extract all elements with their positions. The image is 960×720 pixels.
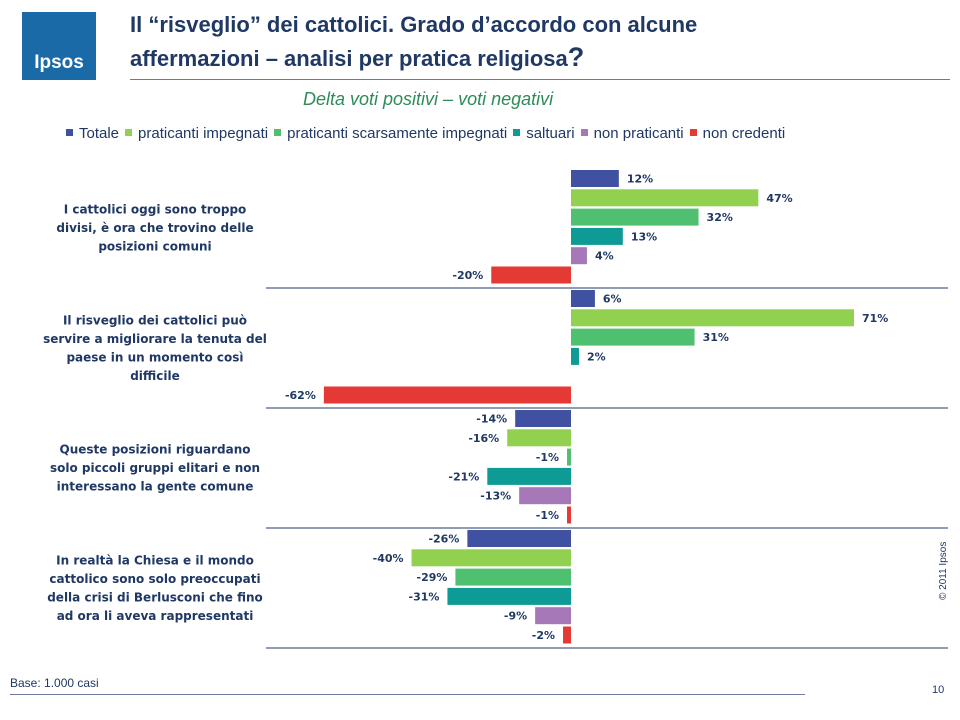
legend-item: praticanti scarsamente impegnati [274,125,507,142]
legend-item: saltuari [513,125,575,142]
bar-praticanti-impegnati [411,549,571,567]
data-label: -1% [536,509,559,522]
bar-praticanti-scarsamente-impegnati [567,448,571,466]
category-label: servire a migliorare la tenuta del [43,332,267,346]
legend-label: non praticanti [593,125,684,142]
legend-item: praticanti impegnati [125,125,268,142]
category-label: cattolico sono solo preoccupati [49,572,260,586]
legend-item: non credenti [689,125,786,142]
category-label: posizioni comuni [98,240,211,254]
bar-Totale [467,530,571,547]
logo-text: Ipsos [34,52,84,73]
legend-swatch [689,129,697,136]
page-number: 10 [932,684,945,696]
data-label: 31% [703,331,729,344]
bar-Totale [515,410,571,427]
legend-label: saltuari [526,125,575,142]
category-label: I cattolici oggi sono troppo [64,203,247,217]
bar-saltuari [487,467,571,485]
bar-Totale [571,290,595,307]
legend-swatch [125,129,133,136]
footer-divider [10,694,805,695]
bar-non-praticanti [571,247,587,265]
bar-praticanti-scarsamente-impegnati [571,208,699,226]
data-label: -14% [476,413,507,426]
footer-base-note: Base: 1.000 casi [10,676,99,690]
bar-non-credenti [567,506,571,524]
data-label: 2% [587,350,606,363]
category-label: della crisi di Berlusconi che fino [47,590,263,604]
title-line-2-text: affermazioni – analisi per pratica relig… [130,46,568,71]
data-label: 4% [595,250,614,263]
category-label: paese in un momento così [66,350,243,364]
data-label: -1% [536,451,559,464]
bar-non-credenti [563,626,571,644]
data-label: -20% [452,269,483,282]
category-label: divisi, è ora che trovino delle [56,221,253,235]
category-label: difficile [130,369,180,383]
data-label: -62% [285,389,316,402]
category-label: Queste posizioni riguardano [60,443,251,457]
data-label: 47% [766,192,792,205]
category-label: ad ora li aveva rappresentati [57,609,254,623]
data-label: -2% [532,629,555,642]
legend-label: praticanti scarsamente impegnati [287,125,508,142]
data-label: 13% [631,230,657,243]
data-label: -16% [468,432,499,445]
data-label: -26% [428,533,459,546]
legend-item: non praticanti [580,125,684,142]
bar-saltuari [447,587,571,605]
bar-saltuari [571,227,623,245]
data-label: -21% [448,470,479,483]
bar-praticanti-scarsamente-impegnati [571,328,695,346]
category-label: solo piccoli gruppi elitari e non [50,461,260,475]
legend-label: non credenti [702,125,786,142]
category-label: interessano la gente comune [57,480,254,494]
legend-swatch [513,129,521,136]
data-label: -29% [417,571,448,584]
bar-non-credenti [491,266,571,284]
legend-swatch [274,129,282,136]
data-label: -13% [480,490,511,503]
data-label: -9% [504,610,527,623]
data-label: 71% [862,312,888,325]
legend-item: Totale [66,125,119,142]
data-label: -40% [373,552,404,565]
bar-praticanti-impegnati [571,189,759,207]
data-label: 12% [627,173,653,186]
chart-subtitle: Delta voti positivi – voti negativi [303,89,554,109]
chart-legend: Totale praticanti impegnati praticanti sca… [66,125,791,142]
title-line-2: affermazioni – analisi per pratica relig… [130,41,890,75]
data-label: 32% [707,211,733,224]
page-title: Il “risveglio” dei cattolici. Grado d’ac… [130,8,890,75]
bar-saltuari [571,347,579,365]
bar-praticanti-impegnati [571,309,854,327]
ipsos-logo: Ipsos [22,12,96,80]
data-label: 6% [603,293,622,306]
legend-label: praticanti impegnati [138,125,269,142]
bar-praticanti-impegnati [507,429,571,447]
category-label: Il risveglio dei cattolici può [63,313,247,327]
legend-swatch [580,129,588,136]
data-label: -31% [409,590,440,603]
bar-praticanti-scarsamente-impegnati [455,568,571,586]
title-divider [130,79,950,80]
bar-non-praticanti [535,607,571,625]
bar-Totale [571,170,619,187]
bar-non-credenti [323,386,571,404]
title-question-mark: ? [567,42,585,72]
title-line-1: Il “risveglio” dei cattolici. Grado d’ac… [130,12,698,37]
legend-label: Totale [79,125,120,142]
bar-non-praticanti [519,487,571,505]
legend-swatch [66,129,73,136]
category-label: In realtà la Chiesa e il mondo [56,553,254,567]
copyright-notice: © 2011 Ipsos [938,541,949,600]
